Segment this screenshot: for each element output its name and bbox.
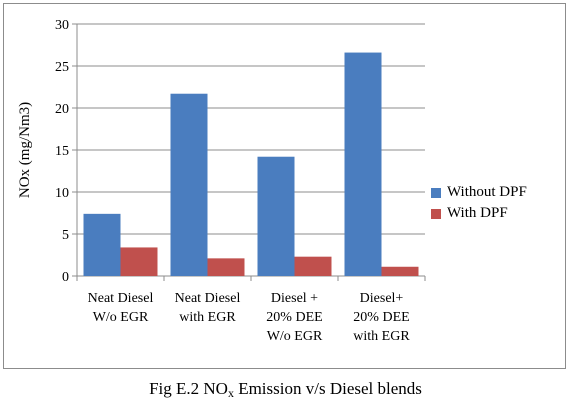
y-axis-title: NOx (mg/Nm3) — [17, 102, 33, 198]
category-label-line: 20% DEE — [353, 310, 409, 325]
category-label-line: W/o EGR — [267, 329, 323, 344]
bar-without-dpf-2 — [257, 156, 295, 276]
category-label-line: W/o EGR — [93, 310, 149, 325]
category-label-0: Neat Diesel W/o EGR — [88, 291, 154, 325]
category-label-line: with EGR — [179, 310, 236, 325]
category-label-line: Diesel+ — [360, 291, 404, 306]
category-label-line: Neat Diesel — [175, 291, 241, 306]
legend-swatch — [431, 187, 441, 198]
legend: Without DPF With DPF — [431, 182, 527, 224]
category-label-1: Neat Diesel with EGR — [175, 291, 241, 325]
bar-chart: 0 5 10 15 20 25 30 NOx (mg/Nm3) Neat Diesel W/o E… — [17, 18, 426, 344]
y-tick-label: 0 — [62, 270, 69, 285]
bar-with-dpf-1 — [207, 258, 245, 276]
legend-item-0: Without DPF — [431, 182, 527, 203]
y-tick-label: 15 — [55, 144, 69, 159]
legend-swatch — [431, 208, 441, 219]
bar-without-dpf-3 — [344, 52, 382, 277]
bar-without-dpf-0 — [83, 213, 121, 276]
caption-suffix: Emission v/s Diesel blends — [233, 379, 422, 398]
category-label-line: Neat Diesel — [88, 291, 154, 306]
caption-subscript: x — [227, 386, 234, 400]
category-label-line: 20% DEE — [266, 310, 322, 325]
category-label-line: with EGR — [353, 329, 410, 344]
y-tick-label: 5 — [62, 228, 69, 243]
category-label-line: Diesel + — [271, 291, 318, 306]
category-label-2: Diesel + 20% DEE W/o EGR — [266, 291, 323, 344]
bar-without-dpf-1 — [170, 93, 208, 276]
chart-frame: 0 5 10 15 20 25 30 NOx (mg/Nm3) Neat Diesel W/o E… — [3, 3, 566, 369]
y-tick-label: 10 — [55, 186, 69, 201]
y-tick-label: 30 — [55, 18, 69, 33]
figure-caption: Fig E.2 NOx Emission v/s Diesel blends — [0, 378, 571, 404]
legend-item-1: With DPF — [431, 203, 527, 224]
bar-with-dpf-2 — [294, 256, 332, 276]
legend-label: With DPF — [447, 205, 508, 221]
category-label-3: Diesel+ 20% DEE with EGR — [353, 291, 410, 344]
y-tick-label: 20 — [55, 102, 69, 117]
legend-label: Without DPF — [447, 184, 527, 200]
y-tick-label: 25 — [55, 60, 69, 75]
bar-with-dpf-3 — [381, 266, 419, 276]
bar-with-dpf-0 — [120, 247, 158, 276]
caption-prefix: Fig E.2 NO — [149, 379, 228, 398]
